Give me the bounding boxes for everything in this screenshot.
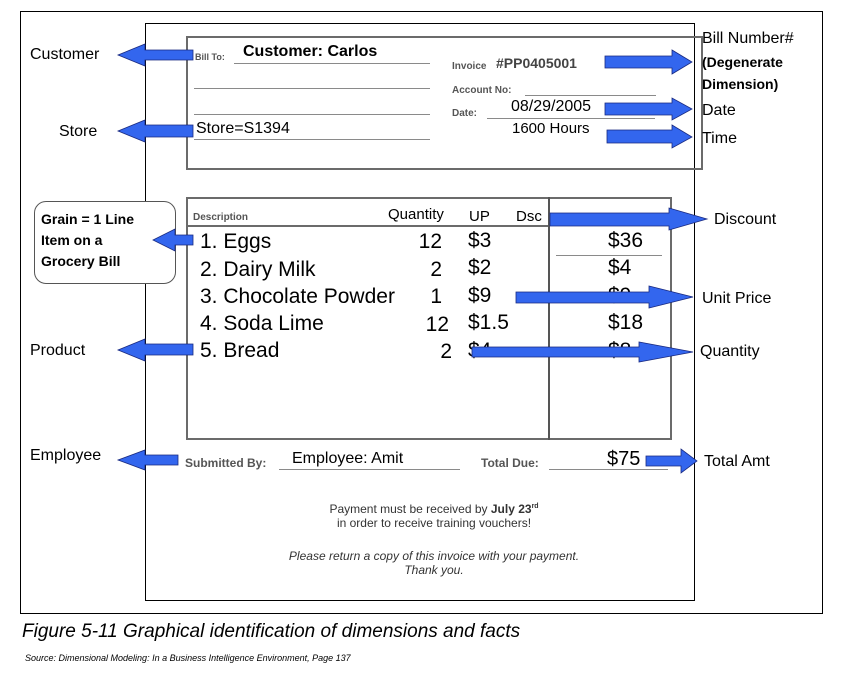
row-description: 3. Chocolate Powder — [200, 285, 395, 308]
date-value: 08/29/2005 — [511, 98, 592, 115]
amount-column-divider — [548, 197, 550, 440]
arrow-employee-icon — [116, 449, 179, 471]
annotation-quantity: Quantity — [700, 343, 760, 360]
row-description: 5. Bread — [200, 339, 280, 362]
date-label: Date: — [452, 108, 478, 119]
row-description: 4. Soda Lime — [200, 312, 324, 335]
payment-notice-text: Payment must be received by — [329, 502, 491, 516]
annotation-dimension: Dimension) — [702, 76, 779, 92]
arrow-store-icon — [116, 119, 194, 143]
outer-frame — [20, 11, 823, 614]
row-description: 2. Dairy Milk — [200, 258, 316, 281]
annotation-unit-price: Unit Price — [702, 290, 772, 307]
annotation-discount: Discount — [714, 211, 777, 228]
annotation-product: Product — [30, 342, 86, 359]
arrow-product-icon — [116, 338, 194, 362]
payment-notice-line2: in order to receive training vouchers! — [336, 516, 532, 530]
figure-caption: Figure 5-11 Graphical identification of … — [22, 621, 521, 642]
row-quantity: 12 — [425, 313, 449, 336]
arrow-grain-icon — [152, 228, 194, 252]
bill-to-underline — [234, 63, 430, 64]
arrow-customer-icon — [116, 43, 194, 67]
account-no-label: Account No: — [452, 85, 512, 96]
total-due-label: Total Due: — [481, 456, 539, 470]
invoice-header-box — [186, 36, 703, 170]
grain-line-2: Item on a — [41, 232, 103, 248]
address-line-2 — [194, 114, 430, 115]
annotation-degenerate: (Degenerate — [702, 54, 783, 70]
annotation-time: Time — [702, 130, 737, 147]
row-amount: $18 — [608, 311, 644, 334]
col-description-header: Description — [193, 212, 249, 223]
row-amount: $4 — [608, 256, 632, 279]
submitted-by-underline — [279, 469, 460, 470]
row-description: 1. Eggs — [200, 230, 272, 253]
store-value: Store=S1394 — [196, 120, 290, 137]
col-dsc-header: Dsc — [516, 208, 542, 225]
row-unit-price: $3 — [468, 229, 492, 252]
annotation-bill-number: Bill Number# — [702, 30, 794, 47]
col-quantity-header: Quantity — [388, 206, 444, 223]
employee-value: Employee: Amit — [292, 450, 404, 467]
grain-line-3: Grocery Bill — [41, 253, 121, 269]
invoice-label: Invoice — [452, 61, 487, 72]
bill-to-label: Bill To: — [195, 52, 225, 62]
annotation-employee: Employee — [30, 447, 102, 464]
arrow-quantity-icon — [471, 341, 694, 363]
line-items-box — [186, 197, 672, 440]
return-notice-line1: Please return a copy of this invoice wit… — [288, 549, 580, 563]
return-notice: Please return a copy of this invoice wit… — [224, 549, 644, 577]
date-underline — [487, 118, 655, 119]
table-header-rule — [188, 225, 548, 227]
invoice-document — [145, 23, 695, 601]
amount-separator — [556, 255, 662, 256]
row-unit-price: $2 — [468, 256, 492, 279]
customer-value: Customer: Carlos — [243, 43, 378, 60]
annotation-total-amt: Total Amt — [704, 453, 770, 470]
annotation-store: Store — [59, 123, 98, 140]
row-quantity: 1 — [430, 285, 442, 308]
payment-deadline: July 23 — [490, 502, 532, 516]
row-quantity: 2 — [430, 258, 442, 281]
address-line-3 — [194, 139, 430, 140]
payment-deadline-suffix: rd — [531, 503, 539, 510]
grain-line-1: Grain = 1 Line — [41, 211, 134, 227]
payment-notice: Payment must be received by July 23rd in… — [224, 502, 644, 530]
arrow-time-icon — [606, 124, 693, 149]
figure-source: Source: Dimensional Modeling: In a Busin… — [25, 653, 351, 663]
time-value: 1600 Hours — [512, 120, 590, 137]
arrow-bill-number-icon — [604, 49, 693, 75]
row-unit-price: $1.5 — [468, 311, 509, 334]
arrow-discount-icon — [549, 207, 709, 231]
arrow-unit-price-icon — [515, 285, 694, 309]
total-value: $75 — [607, 448, 641, 470]
account-no-underline — [525, 95, 656, 96]
return-notice-line2: Thank you. — [404, 563, 464, 577]
annotation-date: Date — [702, 102, 736, 119]
invoice-number: #PP0405001 — [496, 55, 577, 71]
row-amount: $36 — [608, 229, 644, 252]
row-unit-price: $9 — [468, 284, 492, 307]
row-quantity: 12 — [418, 230, 442, 253]
total-due-underline — [549, 469, 668, 470]
grain-callout: Grain = 1 Line Item on a Grocery Bill — [34, 201, 176, 284]
submitted-by-label: Submitted By: — [185, 456, 267, 470]
row-quantity: 2 — [440, 340, 452, 363]
arrow-date-icon — [604, 97, 693, 121]
col-up-header: UP — [469, 208, 490, 225]
address-line-1 — [194, 88, 430, 89]
arrow-total-amt-icon — [645, 448, 698, 474]
annotation-customer: Customer — [30, 46, 100, 63]
